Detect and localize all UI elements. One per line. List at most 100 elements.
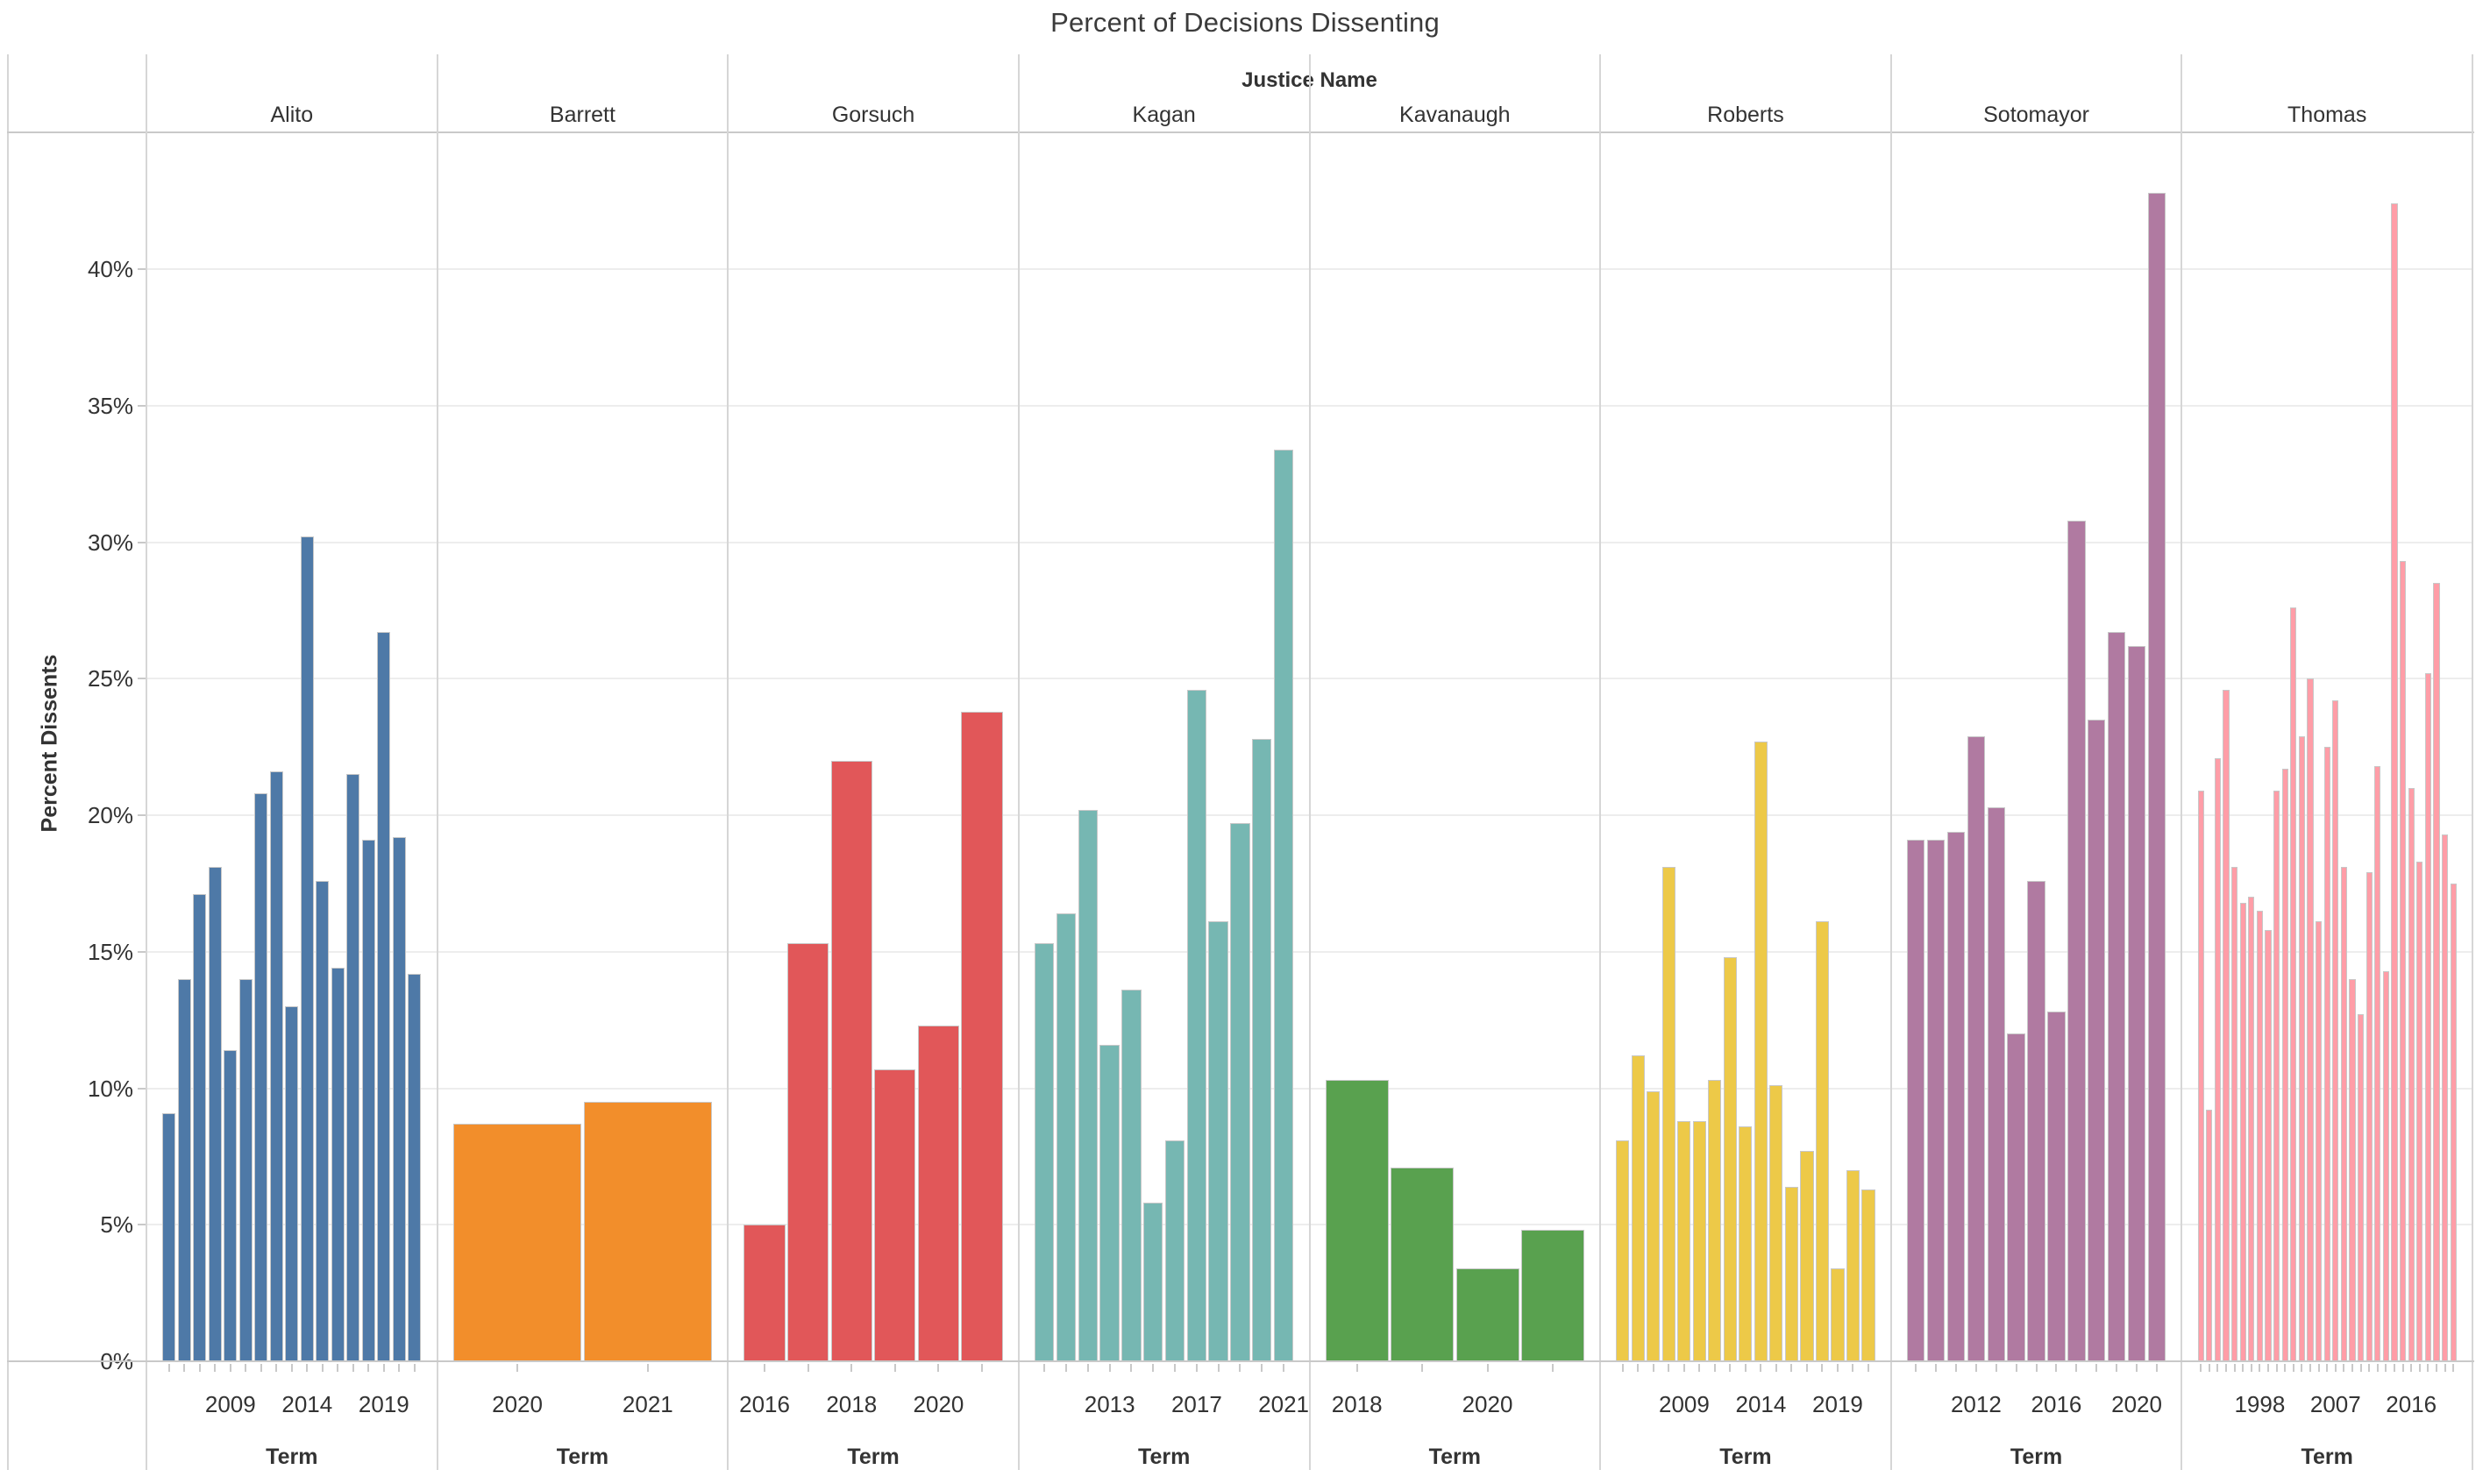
bar-roberts-2013[interactable] — [1739, 1126, 1753, 1361]
bar-roberts-2016[interactable] — [1784, 1186, 1798, 1361]
bar-kagan-2014[interactable] — [1121, 990, 1142, 1361]
bar-roberts-2007[interactable] — [1647, 1090, 1661, 1361]
bar-thomas-1992[interactable] — [2206, 1110, 2213, 1361]
bar-roberts-2017[interactable] — [1800, 1151, 1814, 1361]
bar-roberts-2021[interactable] — [1861, 1189, 1875, 1361]
bar-gorsuch-2017[interactable] — [787, 943, 829, 1361]
bar-thomas-2008[interactable] — [2340, 867, 2347, 1361]
bar-alito-2015[interactable] — [316, 880, 330, 1361]
bar-thomas-2005[interactable] — [2315, 921, 2323, 1361]
bar-kagan-2020[interactable] — [1252, 738, 1272, 1361]
bar-sotomayor-2012[interactable] — [1967, 735, 1986, 1361]
bar-thomas-2012[interactable] — [2374, 765, 2381, 1361]
bar-sotomayor-2018[interactable] — [2087, 719, 2106, 1361]
bar-alito-2005[interactable] — [162, 1112, 176, 1361]
bar-roberts-2015[interactable] — [1769, 1085, 1783, 1361]
bar-kagan-2015[interactable] — [1143, 1203, 1163, 1361]
bar-sotomayor-2015[interactable] — [2027, 880, 2045, 1361]
bar-thomas-1991[interactable] — [2197, 790, 2204, 1361]
bar-gorsuch-2016[interactable] — [743, 1225, 786, 1361]
bar-roberts-2010[interactable] — [1692, 1120, 1706, 1361]
bar-thomas-2021[interactable] — [2450, 883, 2457, 1361]
bar-gorsuch-2021[interactable] — [961, 711, 1003, 1361]
bar-roberts-2006[interactable] — [1631, 1055, 1645, 1361]
bar-kavanaugh-2020[interactable] — [1455, 1268, 1519, 1361]
bar-gorsuch-2019[interactable] — [874, 1069, 916, 1361]
bar-thomas-2001[interactable] — [2281, 769, 2288, 1361]
bar-kagan-2016[interactable] — [1164, 1140, 1185, 1361]
bar-gorsuch-2020[interactable] — [917, 1025, 960, 1361]
bar-thomas-2004[interactable] — [2307, 678, 2314, 1361]
bar-thomas-1993[interactable] — [2214, 757, 2221, 1361]
bar-roberts-2012[interactable] — [1723, 956, 1737, 1361]
bar-sotomayor-2009[interactable] — [1906, 840, 1925, 1361]
bar-alito-2014[interactable] — [300, 536, 314, 1361]
bar-thomas-2007[interactable] — [2332, 700, 2339, 1361]
bar-roberts-2008[interactable] — [1661, 867, 1675, 1361]
bar-alito-2007[interactable] — [193, 894, 207, 1361]
bar-thomas-2013[interactable] — [2382, 970, 2389, 1361]
bar-thomas-2011[interactable] — [2366, 872, 2373, 1361]
bar-roberts-2018[interactable] — [1815, 921, 1829, 1361]
bar-kavanaugh-2019[interactable] — [1391, 1167, 1455, 1361]
bar-thomas-1994[interactable] — [2223, 689, 2230, 1361]
bar-alito-2009[interactable] — [224, 1049, 238, 1361]
bar-sotomayor-2013[interactable] — [1987, 806, 2005, 1361]
bar-kagan-2019[interactable] — [1230, 823, 1250, 1361]
bar-kagan-2021[interactable] — [1273, 449, 1294, 1361]
bar-thomas-2010[interactable] — [2357, 1014, 2365, 1361]
bar-sotomayor-2011[interactable] — [1946, 831, 1966, 1361]
bar-alito-2019[interactable] — [377, 632, 391, 1361]
bar-roberts-2019[interactable] — [1831, 1268, 1845, 1361]
bar-alito-2018[interactable] — [361, 840, 375, 1361]
bar-kagan-2012[interactable] — [1078, 809, 1099, 1361]
bar-thomas-2000[interactable] — [2273, 790, 2280, 1361]
bar-thomas-2020[interactable] — [2441, 834, 2449, 1361]
bar-thomas-1995[interactable] — [2230, 867, 2238, 1361]
bar-alito-2010[interactable] — [238, 978, 253, 1361]
bar-thomas-2019[interactable] — [2433, 583, 2440, 1361]
bar-roberts-2009[interactable] — [1677, 1120, 1691, 1361]
bar-thomas-1999[interactable] — [2265, 929, 2272, 1361]
bar-sotomayor-2021[interactable] — [2147, 192, 2166, 1361]
bar-barrett-2020[interactable] — [452, 1123, 582, 1361]
bar-kavanaugh-2021[interactable] — [1520, 1230, 1584, 1361]
bar-thomas-2009[interactable] — [2349, 978, 2356, 1361]
bar-kavanaugh-2018[interactable] — [1325, 1080, 1389, 1361]
bar-thomas-1998[interactable] — [2256, 911, 2263, 1361]
bar-sotomayor-2010[interactable] — [1926, 840, 1946, 1361]
bar-alito-2017[interactable] — [346, 774, 360, 1361]
bar-sotomayor-2017[interactable] — [2067, 520, 2086, 1361]
bar-thomas-2015[interactable] — [2399, 561, 2407, 1361]
bar-alito-2020[interactable] — [392, 836, 406, 1361]
bar-kagan-2017[interactable] — [1186, 689, 1207, 1361]
bar-thomas-2016[interactable] — [2408, 787, 2415, 1361]
bar-roberts-2020[interactable] — [1846, 1169, 1860, 1361]
bar-alito-2016[interactable] — [331, 968, 345, 1361]
bar-alito-2013[interactable] — [285, 1006, 299, 1361]
bar-alito-2006[interactable] — [177, 978, 191, 1361]
bar-kagan-2010[interactable] — [1035, 943, 1055, 1361]
bar-thomas-2018[interactable] — [2424, 673, 2431, 1361]
bar-alito-2011[interactable] — [254, 793, 268, 1361]
bar-thomas-2006[interactable] — [2323, 747, 2330, 1361]
bar-thomas-1997[interactable] — [2248, 897, 2255, 1361]
bar-alito-2021[interactable] — [408, 973, 422, 1361]
bar-roberts-2011[interactable] — [1708, 1080, 1722, 1361]
bar-roberts-2005[interactable] — [1616, 1140, 1630, 1361]
bar-kagan-2013[interactable] — [1099, 1044, 1120, 1361]
bar-sotomayor-2016[interactable] — [2047, 1012, 2066, 1361]
bar-alito-2008[interactable] — [208, 867, 222, 1361]
bar-kagan-2011[interactable] — [1056, 913, 1077, 1361]
bar-kagan-2018[interactable] — [1208, 921, 1228, 1361]
bar-roberts-2014[interactable] — [1754, 741, 1768, 1361]
bar-sotomayor-2020[interactable] — [2127, 645, 2146, 1361]
bar-thomas-2014[interactable] — [2391, 203, 2398, 1361]
bar-thomas-2017[interactable] — [2416, 861, 2423, 1361]
bar-thomas-1996[interactable] — [2239, 902, 2246, 1361]
bar-sotomayor-2019[interactable] — [2107, 632, 2126, 1361]
bar-gorsuch-2018[interactable] — [830, 760, 872, 1361]
bar-alito-2012[interactable] — [269, 771, 283, 1361]
bar-thomas-2002[interactable] — [2290, 607, 2297, 1361]
bar-barrett-2021[interactable] — [583, 1102, 713, 1361]
